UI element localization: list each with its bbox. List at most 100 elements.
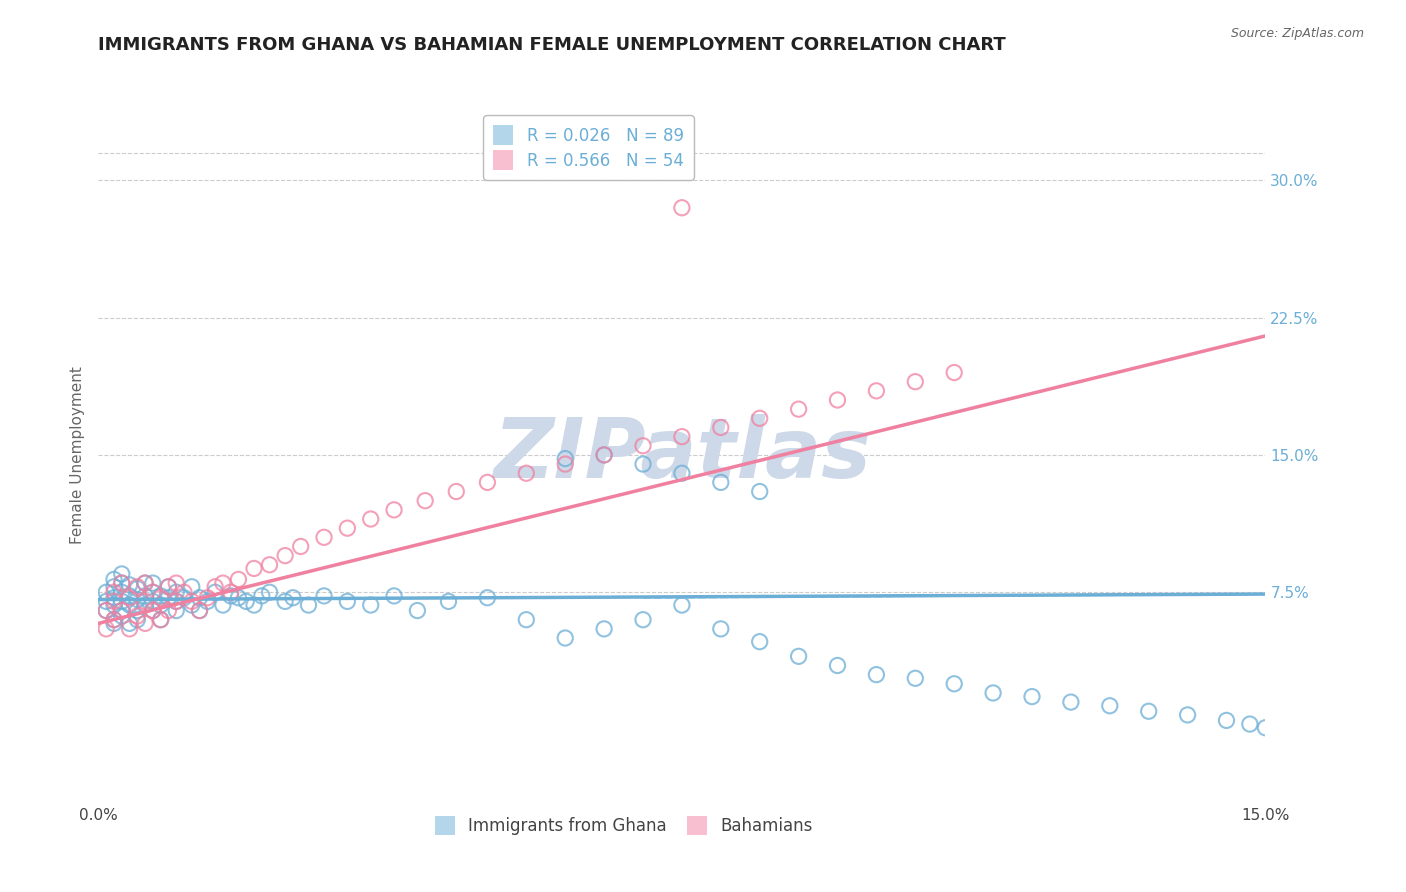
Point: [96, 603, 118, 617]
Point: [127, 613, 149, 627]
Point: [1098, 698, 1121, 713]
Point: [165, 594, 187, 608]
Y-axis label: Female Unemployment: Female Unemployment: [69, 366, 84, 544]
Point: [103, 598, 125, 612]
Point: [103, 613, 125, 627]
Point: [188, 591, 211, 605]
Text: IMMIGRANTS FROM GHANA VS BAHAMIAN FEMALE UNEMPLOYMENT CORRELATION CHART: IMMIGRANTS FROM GHANA VS BAHAMIAN FEMALE…: [98, 36, 1007, 54]
Point: [149, 591, 172, 605]
Point: [748, 411, 770, 425]
Point: [554, 457, 576, 471]
Point: [204, 580, 226, 594]
Point: [1215, 714, 1237, 728]
Point: [142, 603, 165, 617]
Point: [1254, 721, 1277, 735]
Point: [188, 603, 211, 617]
Point: [1177, 707, 1199, 722]
Point: [259, 558, 281, 572]
Point: [118, 591, 141, 605]
Point: [360, 512, 382, 526]
Point: [219, 589, 242, 603]
Point: [259, 585, 281, 599]
Point: [142, 603, 165, 617]
Point: [173, 585, 195, 599]
Point: [865, 384, 887, 398]
Point: [127, 580, 149, 594]
Point: [228, 573, 250, 587]
Point: [1239, 717, 1261, 731]
Point: [96, 594, 118, 608]
Point: [195, 591, 218, 605]
Point: [180, 594, 202, 608]
Point: [134, 576, 156, 591]
Point: [142, 585, 165, 599]
Point: [1021, 690, 1043, 704]
Point: [165, 594, 187, 608]
Point: [149, 589, 172, 603]
Point: [103, 613, 125, 627]
Point: [413, 493, 436, 508]
Point: [865, 667, 887, 681]
Point: [593, 448, 616, 462]
Point: [631, 613, 654, 627]
Point: [228, 591, 250, 605]
Point: [165, 603, 187, 617]
Point: [827, 658, 849, 673]
Point: [235, 594, 257, 608]
Point: [157, 580, 180, 594]
Point: [671, 598, 693, 612]
Point: [748, 634, 770, 648]
Point: [134, 589, 156, 603]
Point: [274, 594, 297, 608]
Point: [787, 649, 810, 664]
Point: [173, 591, 195, 605]
Point: [157, 603, 180, 617]
Point: [103, 580, 125, 594]
Point: [593, 622, 616, 636]
Point: [243, 561, 266, 575]
Point: [943, 677, 966, 691]
Point: [142, 585, 165, 599]
Point: [118, 589, 141, 603]
Point: [406, 603, 429, 617]
Point: [111, 576, 134, 591]
Point: [96, 603, 118, 617]
Point: [127, 582, 149, 596]
Point: [111, 576, 134, 591]
Point: [1060, 695, 1083, 709]
Point: [671, 467, 693, 481]
Point: [103, 591, 125, 605]
Point: [188, 603, 211, 617]
Point: [446, 484, 468, 499]
Point: [157, 580, 180, 594]
Point: [165, 585, 187, 599]
Point: [382, 589, 405, 603]
Point: [554, 631, 576, 645]
Point: [127, 603, 149, 617]
Text: Source: ZipAtlas.com: Source: ZipAtlas.com: [1230, 27, 1364, 40]
Point: [134, 576, 156, 591]
Point: [336, 521, 359, 535]
Point: [134, 598, 156, 612]
Point: [477, 591, 499, 605]
Point: [631, 439, 654, 453]
Text: ZIPatlas: ZIPatlas: [494, 415, 870, 495]
Point: [111, 603, 134, 617]
Point: [312, 589, 335, 603]
Point: [904, 375, 927, 389]
Point: [127, 609, 149, 624]
Point: [212, 576, 235, 591]
Point: [336, 594, 359, 608]
Point: [671, 201, 693, 215]
Legend: Immigrants from Ghana, Bahamians: Immigrants from Ghana, Bahamians: [426, 807, 821, 843]
Point: [274, 549, 297, 563]
Point: [103, 594, 125, 608]
Point: [142, 576, 165, 591]
Point: [157, 591, 180, 605]
Point: [290, 540, 312, 554]
Point: [142, 594, 165, 608]
Point: [195, 594, 218, 608]
Point: [111, 585, 134, 599]
Point: [96, 622, 118, 636]
Point: [165, 576, 187, 591]
